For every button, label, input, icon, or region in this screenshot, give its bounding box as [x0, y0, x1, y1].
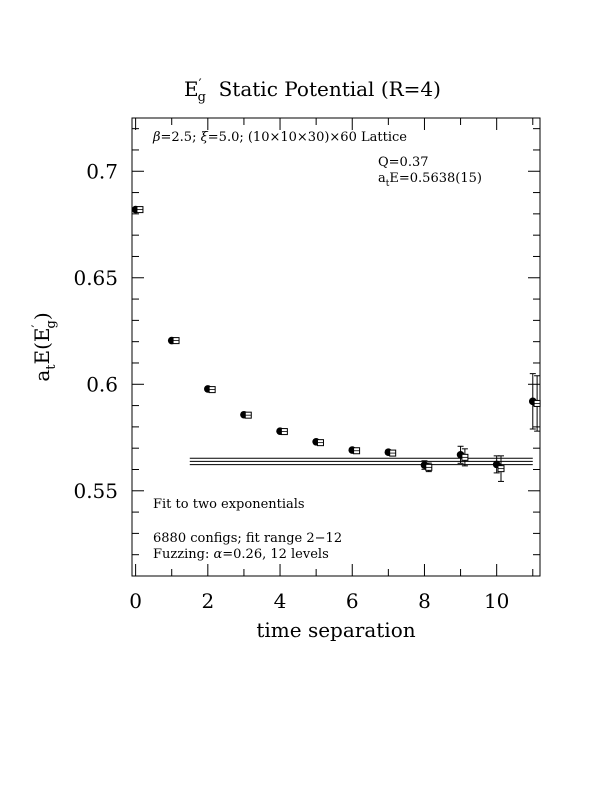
energy-annotation: atE=0.5638(15)	[378, 171, 482, 189]
plot-frame	[131, 117, 541, 577]
fit-band	[189, 457, 533, 466]
title-sup: ′	[199, 77, 202, 92]
axis-ticks	[132, 118, 540, 577]
fit-annotation: Fit to two exponentials	[153, 497, 305, 512]
lattice-annotation: β=2.5; ξ=5.0; (10×10×30)×60 Lattice	[152, 130, 407, 145]
title-sub: g	[198, 90, 206, 105]
x-tick-label: 8	[418, 589, 431, 613]
ylabel-mid: E(E	[30, 327, 54, 364]
xi-symbol: ξ	[201, 130, 209, 145]
title-rest: Static Potential (R=4)	[206, 77, 441, 101]
x-tick-label: 6	[346, 589, 359, 613]
y-tick-label: 0.55	[73, 479, 118, 503]
ylabel-pre-sub: t	[44, 364, 59, 370]
x-tick-label: 0	[129, 589, 142, 613]
x-tick-label: 4	[274, 589, 287, 613]
ylabel-pre: a	[30, 370, 54, 382]
ylabel-sup: ′	[30, 324, 45, 327]
y-tick-label: 0.65	[73, 266, 118, 290]
x-axis-label: time separation	[256, 618, 415, 642]
chart-title: E′ g Static Potential (R=4)	[184, 77, 441, 105]
title-main: E	[184, 77, 199, 101]
ylabel-sub: g	[44, 320, 59, 328]
y-tick-label: 0.6	[86, 372, 118, 396]
y-tick-labels: 0.55 0.6 0.65 0.7	[73, 159, 118, 503]
q-annotation: Q=0.37	[378, 155, 429, 170]
fuzzing-annotation: Fuzzing: α=0.26, 12 levels	[153, 547, 329, 562]
y-axis-label: atE(E′g)	[30, 312, 59, 381]
x-tick-labels: 0 2 4 6 8 10	[129, 589, 509, 613]
data-series	[131, 205, 541, 482]
beta-symbol: β	[152, 130, 161, 145]
configs-annotation: 6880 configs; fit range 2−12	[153, 531, 342, 546]
alpha-symbol: α	[213, 547, 222, 562]
ylabel-post: )	[30, 312, 54, 320]
y-tick-label: 0.7	[86, 159, 118, 183]
x-tick-label: 10	[484, 589, 509, 613]
x-tick-label: 2	[201, 589, 214, 613]
